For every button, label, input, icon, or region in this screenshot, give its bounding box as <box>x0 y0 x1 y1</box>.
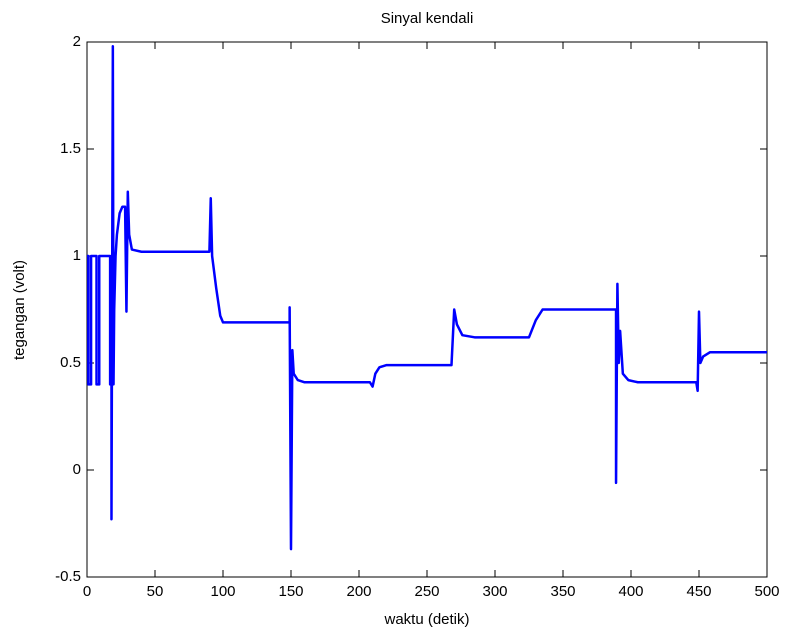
y-tick-label: 1.5 <box>60 140 81 157</box>
x-tick-label: 100 <box>210 583 235 600</box>
x-tick-label: 0 <box>83 583 91 600</box>
x-tick-label: 250 <box>414 583 439 600</box>
x-tick-label: 300 <box>482 583 507 600</box>
x-tick-label: 500 <box>754 583 779 600</box>
x-tick-label: 350 <box>550 583 575 600</box>
x-tick-label: 200 <box>346 583 371 600</box>
y-tick-label: 2 <box>73 33 81 50</box>
y-tick-label: 0.5 <box>60 354 81 371</box>
x-axis-label: waktu (detik) <box>383 611 469 628</box>
y-tick-label: 1 <box>73 247 81 264</box>
x-tick-label: 450 <box>686 583 711 600</box>
x-tick-label: 400 <box>618 583 643 600</box>
y-tick-label: -0.5 <box>55 568 81 585</box>
chart-title: Sinyal kendali <box>381 10 474 27</box>
x-tick-label: 50 <box>147 583 164 600</box>
y-tick-label: 0 <box>73 461 81 478</box>
data-line <box>87 45 767 551</box>
x-tick-label: 150 <box>278 583 303 600</box>
y-axis-label: tegangan (volt) <box>11 260 28 360</box>
